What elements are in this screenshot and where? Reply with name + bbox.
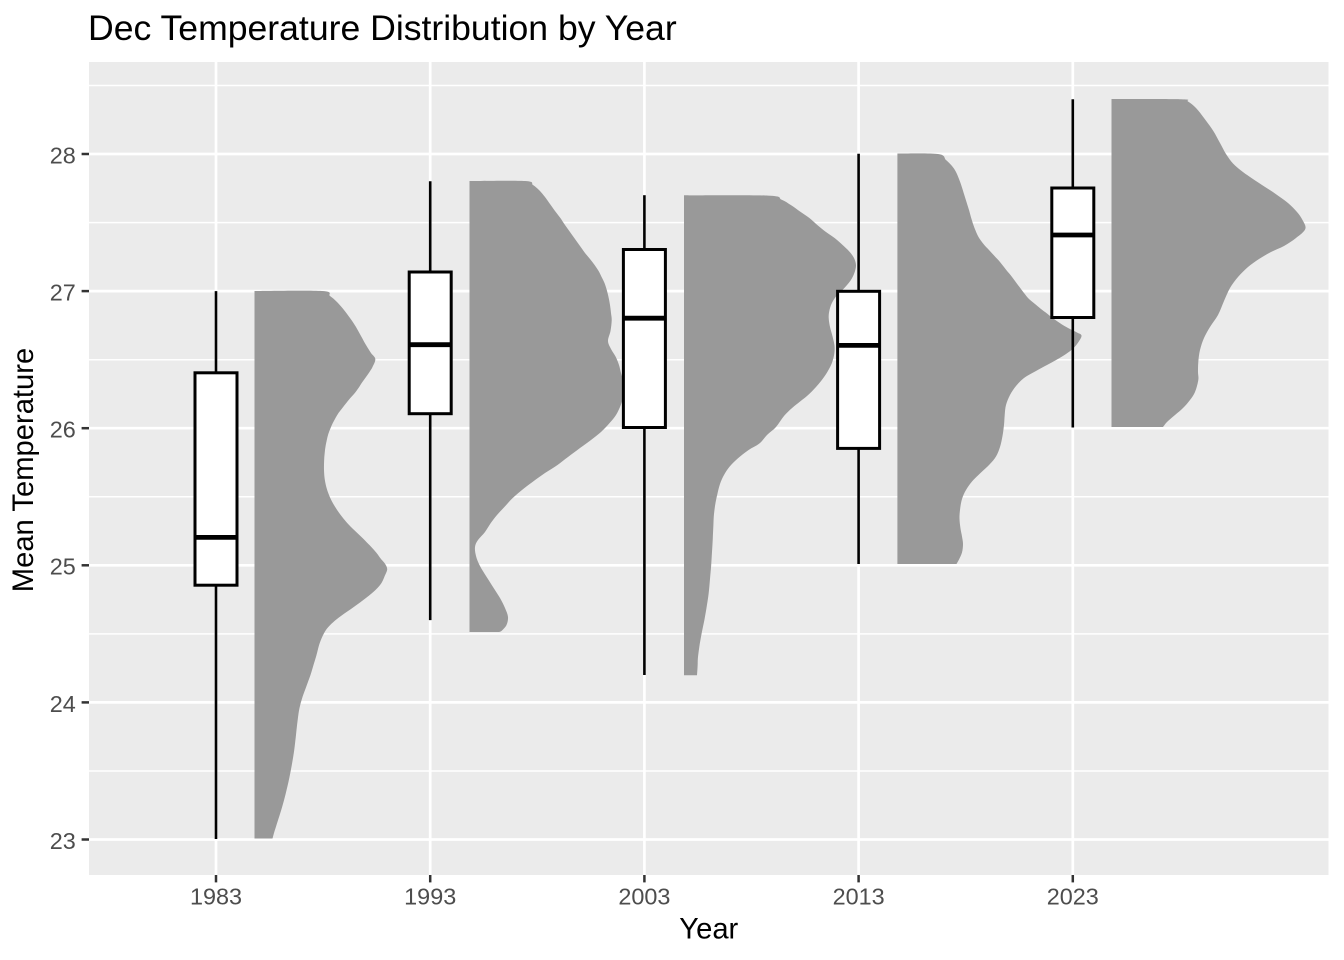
svg-text:2023: 2023 [1047, 884, 1099, 910]
svg-text:25: 25 [50, 554, 76, 580]
svg-text:1993: 1993 [404, 884, 456, 910]
svg-text:2003: 2003 [618, 884, 670, 910]
svg-text:24: 24 [50, 691, 76, 717]
svg-text:Year: Year [679, 914, 738, 946]
svg-text:28: 28 [50, 142, 76, 168]
svg-text:27: 27 [50, 280, 76, 306]
svg-text:23: 23 [50, 828, 76, 854]
svg-text:26: 26 [50, 417, 76, 443]
svg-text:2013: 2013 [833, 884, 885, 910]
svg-text:1983: 1983 [190, 884, 242, 910]
svg-text:Dec Temperature Distribution b: Dec Temperature Distribution by Year [88, 8, 677, 48]
svg-text:Mean Temperature: Mean Temperature [8, 348, 40, 592]
